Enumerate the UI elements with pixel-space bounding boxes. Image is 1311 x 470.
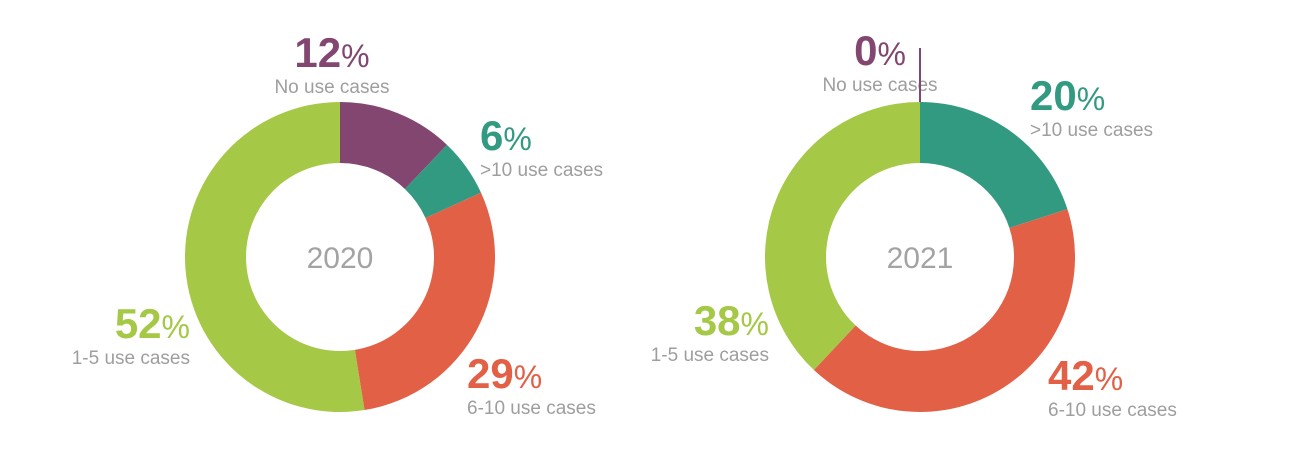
donut-slice-over-10-use-cases: [920, 102, 1068, 228]
category-label-6-10-use-cases: 6-10 use cases: [1048, 400, 1177, 421]
percent-value: 52: [115, 300, 162, 347]
percent-sign: %: [1095, 361, 1123, 397]
percent-sign: %: [341, 38, 369, 74]
donut-slice-over-10-use-cases: [404, 144, 481, 218]
percent-sign: %: [877, 36, 905, 72]
donut-slice-6-10-use-cases: [354, 192, 495, 411]
percent-label-over-10-use-cases: 20%: [1030, 72, 1105, 119]
percent-label-1-5-use-cases: 38%: [694, 297, 769, 344]
category-label-no-use-cases: No use cases: [274, 77, 389, 98]
percent-sign: %: [162, 309, 190, 345]
percent-value: 0: [854, 27, 877, 74]
percent-value: 6: [480, 112, 503, 159]
percent-value: 42: [1048, 352, 1095, 399]
percent-value: 29: [467, 350, 514, 397]
category-label-no-use-cases: No use cases: [822, 75, 937, 96]
percent-value: 38: [694, 297, 741, 344]
percent-value: 20: [1030, 72, 1077, 119]
percent-label-no-use-cases: 12%: [294, 29, 369, 76]
donut-slice-no-use-cases: [340, 102, 447, 189]
category-label-over-10-use-cases: >10 use cases: [1030, 120, 1153, 141]
percent-sign: %: [1077, 81, 1105, 117]
category-label-6-10-use-cases: 6-10 use cases: [467, 398, 596, 419]
donut-center-label: 2021: [887, 242, 954, 275]
category-label-1-5-use-cases: 1-5 use cases: [72, 348, 190, 369]
donut-slice-1-5-use-cases: [185, 102, 365, 412]
donut-slice-1-5-use-cases: [765, 102, 920, 370]
category-label-1-5-use-cases: 1-5 use cases: [651, 345, 769, 366]
donut-slice-6-10-use-cases: [813, 209, 1076, 413]
percent-sign: %: [741, 306, 769, 342]
donut-center-label: 2020: [307, 242, 374, 275]
percent-label-no-use-cases: 0%: [854, 27, 906, 74]
percent-label-6-10-use-cases: 29%: [467, 350, 542, 397]
category-label-over-10-use-cases: >10 use cases: [480, 160, 603, 181]
percent-sign: %: [514, 359, 542, 395]
percent-label-6-10-use-cases: 42%: [1048, 352, 1123, 399]
percent-sign: %: [503, 121, 531, 157]
percent-value: 12: [294, 29, 341, 76]
percent-label-1-5-use-cases: 52%: [115, 300, 190, 347]
percent-label-over-10-use-cases: 6%: [480, 112, 532, 159]
